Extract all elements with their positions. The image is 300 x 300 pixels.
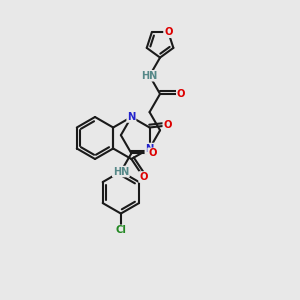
Text: N: N (127, 112, 136, 122)
Text: O: O (177, 89, 185, 99)
Text: Cl: Cl (116, 225, 126, 236)
Text: HN: HN (113, 167, 129, 177)
Text: HN: HN (141, 71, 158, 81)
Text: O: O (163, 121, 172, 130)
Text: O: O (148, 148, 157, 158)
Text: N: N (146, 143, 154, 154)
Text: O: O (164, 27, 172, 37)
Text: O: O (139, 172, 148, 182)
